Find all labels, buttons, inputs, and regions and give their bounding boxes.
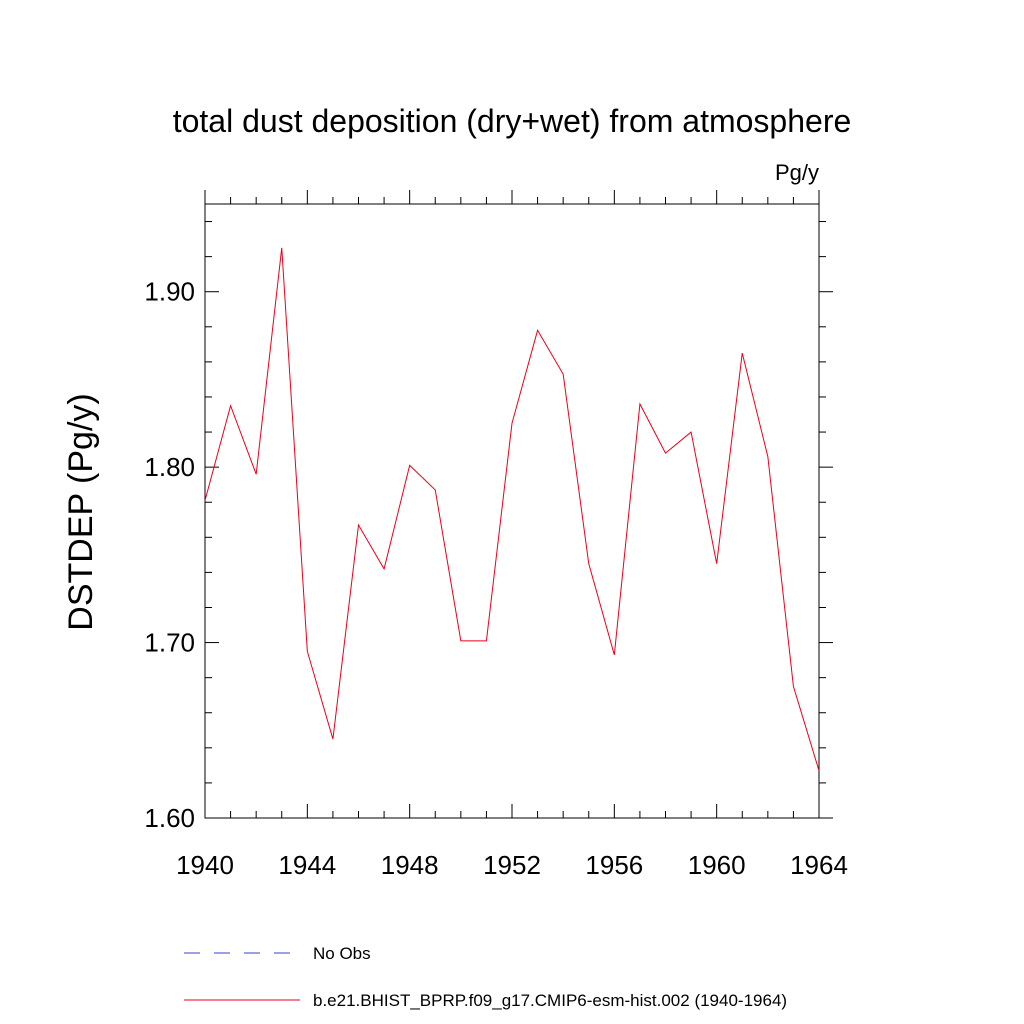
legend-label: No Obs (313, 944, 371, 963)
plot-frame (204, 203, 820, 819)
y-tick-label: 1.90 (144, 277, 195, 307)
x-tick-label: 1956 (585, 850, 643, 880)
legend: No Obs b.e21.BHIST_BPRP.f09_g17.CMIP6-esm… (184, 944, 787, 1010)
units-label: Pg/y (775, 160, 819, 185)
legend-label: b.e21.BHIST_BPRP.f09_g17.CMIP6-esm-hist.… (313, 991, 787, 1010)
ticks-layer: 1940 1944 1948 1952 1956 1960 1964 1.60 1.70 1.80… (144, 190, 848, 880)
x-tick-label: 1964 (790, 850, 848, 880)
x-tick-label: 1952 (483, 850, 541, 880)
x-tick-label: 1944 (278, 850, 336, 880)
x-tick-label: 1948 (381, 850, 439, 880)
y-axis-label: DSTDEP (Pg/y) (62, 393, 100, 630)
series-line (204, 247, 820, 771)
y-tick-label: 1.70 (144, 628, 195, 658)
x-tick-label: 1960 (688, 850, 746, 880)
series-layer (204, 247, 820, 771)
y-tick-label: 1.80 (144, 452, 195, 482)
y-tick-label: 1.60 (144, 803, 195, 833)
x-tick-label: 1940 (176, 850, 234, 880)
chart-title: total dust deposition (dry+wet) from atm… (173, 103, 852, 139)
